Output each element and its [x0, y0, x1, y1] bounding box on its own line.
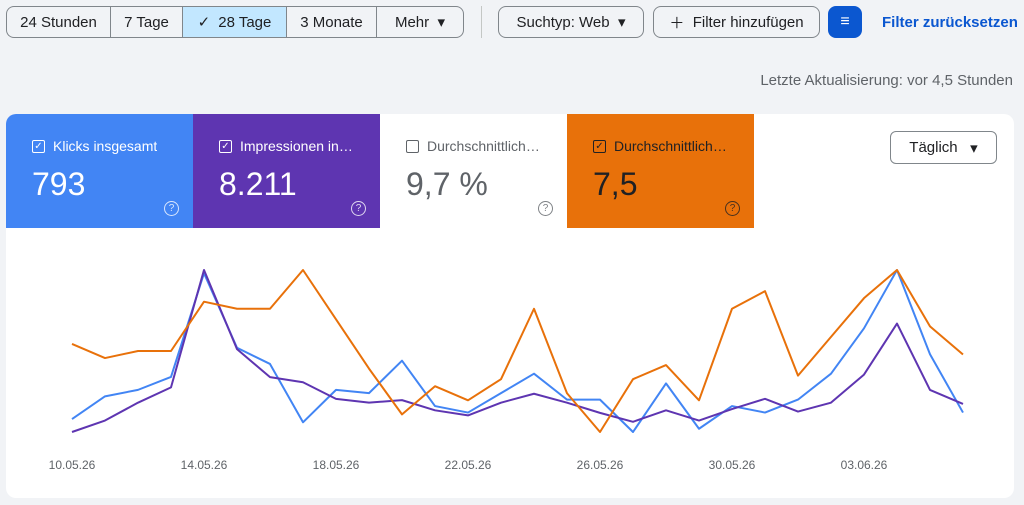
filter-icon-button[interactable]: ≡: [828, 6, 862, 38]
last-update: Letzte Aktualisierung: vor 4,5 Stunden: [760, 72, 1013, 89]
x-tick-label: 03.06.26: [841, 458, 888, 472]
x-tick-label: 30.05.26: [709, 458, 756, 472]
checkbox: ✓: [32, 139, 45, 153]
x-tick-label: 22.05.26: [445, 458, 492, 472]
checkbox: ✓: [219, 139, 232, 153]
metric-label-row: Durchschnittliche…: [406, 138, 541, 154]
range-label: 3 Monate: [300, 13, 363, 31]
series-line: [71, 269, 964, 433]
range-button[interactable]: 7 Tage: [110, 6, 182, 38]
x-tick-label: 26.05.26: [577, 458, 624, 472]
range-button[interactable]: 24 Stunden: [6, 6, 110, 38]
metric-value: 7,5: [593, 166, 638, 202]
x-tick-label: 14.05.26: [181, 458, 228, 472]
help-icon: ?: [725, 201, 740, 216]
metric-card[interactable]: ✓ Klicks insgesamt 793?: [6, 114, 193, 228]
checkbox: [406, 139, 419, 153]
series-line: [71, 269, 964, 433]
metric-card[interactable]: Durchschnittliche… 9,7 %?: [380, 114, 567, 228]
reset-filters[interactable]: Filter zurücksetzen: [882, 14, 1018, 31]
divider: [481, 6, 482, 38]
metric-label-row: ✓ Klicks insgesamt: [32, 138, 167, 154]
x-tick-label: 10.05.26: [49, 458, 96, 472]
metric-card[interactable]: ✓ Durchschnittliche… 7,5?: [567, 114, 754, 228]
more-label: Mehr: [394, 13, 430, 31]
range-label: 24 Stunden: [20, 13, 97, 31]
add-filter[interactable]: ＋ Filter hinzufügen: [653, 6, 820, 38]
metric-label-row: ✓ Impressionen ins…: [219, 138, 354, 154]
range-button[interactable]: ✓ 28 Tage: [182, 6, 286, 38]
help-icon: ?: [351, 201, 366, 216]
metric-value: 8.211: [219, 166, 297, 202]
granularity-select[interactable]: Täglich ▾: [890, 131, 997, 164]
range-label: 28 Tage: [218, 13, 272, 31]
add-filter-label: Filter hinzufügen: [692, 13, 804, 31]
help-icon: ?: [538, 201, 553, 216]
range-button[interactable]: 3 Monate: [286, 6, 376, 38]
more-button[interactable]: Mehr ▾: [376, 6, 464, 38]
metric-value: 793: [32, 166, 86, 202]
metric-value: 9,7 %: [406, 166, 488, 202]
x-tick-label: 18.05.26: [313, 458, 360, 472]
series-line: [71, 269, 964, 433]
search-type[interactable]: Suchtyp: Web ▾: [498, 6, 644, 38]
search-type-label: Suchtyp: Web: [516, 13, 610, 31]
metric-card[interactable]: ✓ Impressionen ins… 8.211?: [193, 114, 380, 228]
check-icon: ✓: [197, 14, 211, 31]
checkbox: ✓: [593, 139, 606, 153]
metric-label-row: ✓ Durchschnittliche…: [593, 138, 728, 154]
range-label: 7 Tage: [124, 13, 169, 31]
help-icon: ?: [164, 201, 179, 216]
granularity-label: Täglich: [909, 139, 958, 156]
